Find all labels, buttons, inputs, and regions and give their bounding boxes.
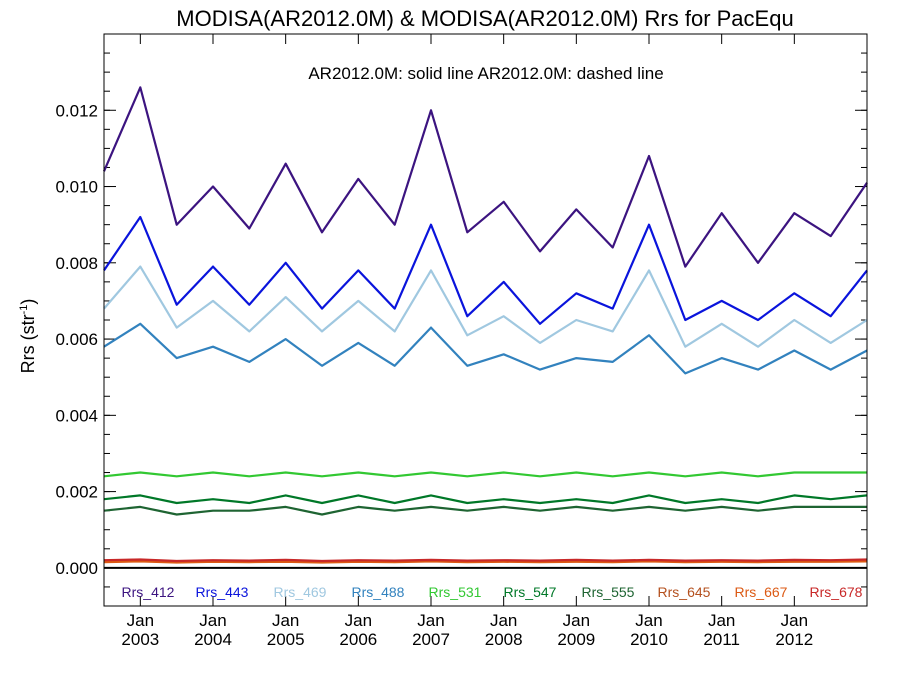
legend-entry: Rrs_555 bbox=[582, 584, 635, 600]
chart-title: MODISA(AR2012.0M) & MODISA(AR2012.0M) Rr… bbox=[176, 6, 793, 31]
legend-entry: Rrs_412 bbox=[122, 584, 175, 600]
x-tick-year: 2008 bbox=[485, 630, 523, 649]
x-tick-year: 2007 bbox=[412, 630, 450, 649]
series-line-rrs-678 bbox=[103, 558, 868, 563]
series-line-rrs-667 bbox=[103, 560, 868, 564]
series-line-rrs-547 bbox=[103, 494, 868, 505]
x-tick-month: Jan bbox=[127, 611, 154, 630]
x-tick-month: Jan bbox=[345, 611, 372, 630]
series-line-rrs-488 bbox=[103, 322, 868, 375]
x-tick-month: Jan bbox=[635, 611, 662, 630]
x-tick-year: 2010 bbox=[630, 630, 668, 649]
legend-entry: Rrs_667 bbox=[735, 584, 788, 600]
y-tick-label: 0.012 bbox=[55, 101, 98, 120]
x-tick-year: 2012 bbox=[775, 630, 813, 649]
x-tick-year: 2005 bbox=[267, 630, 305, 649]
x-tick-month: Jan bbox=[417, 611, 444, 630]
y-tick-labels: 0.000 0.002 0.004 0.006 0.008 0.010 0.012 bbox=[55, 101, 98, 578]
x-tick-labels: Jan2003Jan2004Jan2005Jan2006Jan2007Jan20… bbox=[121, 611, 813, 649]
y-tick-label: 0.002 bbox=[55, 483, 98, 502]
legend: Rrs_412 Rrs_443 Rrs_469 Rrs_488 Rrs_531 Rrs_5… bbox=[122, 584, 863, 600]
chart-subtitle: AR2012.0M: solid line AR2012.0M: dashed … bbox=[308, 64, 663, 83]
x-tick-month: Jan bbox=[490, 611, 517, 630]
series-line-rrs-531 bbox=[103, 471, 867, 478]
y-axis-label: Rrs (str-1) bbox=[18, 299, 38, 374]
x-tick-year: 2004 bbox=[194, 630, 232, 649]
x-tick-year: 2011 bbox=[703, 630, 740, 649]
x-tick-month: Jan bbox=[708, 611, 735, 630]
legend-entry: Rrs_488 bbox=[352, 584, 405, 600]
series-line-rrs-469 bbox=[103, 265, 868, 348]
plot-frame bbox=[103, 33, 868, 607]
legend-entry: Rrs_547 bbox=[504, 584, 557, 600]
y-tick-label: 0.010 bbox=[55, 178, 98, 197]
y-tick-label: 0.000 bbox=[55, 559, 98, 578]
series-lines bbox=[102, 86, 868, 564]
y-axis-label-close: ) bbox=[18, 299, 38, 305]
x-tick-year: 2003 bbox=[121, 630, 159, 649]
x-tick-year: 2009 bbox=[557, 630, 595, 649]
legend-entry: Rrs_469 bbox=[274, 584, 327, 600]
y-axis-label-sup: -1 bbox=[18, 305, 30, 315]
x-tick-month: Jan bbox=[781, 611, 808, 630]
y-tick-label: 0.008 bbox=[55, 254, 98, 273]
series-line-rrs-443 bbox=[103, 215, 868, 325]
x-tick-year: 2006 bbox=[339, 630, 377, 649]
x-tick-month: Jan bbox=[199, 611, 226, 630]
x-tick-month: Jan bbox=[272, 611, 299, 630]
legend-entry: Rrs_645 bbox=[658, 584, 711, 600]
y-axis-label-main: Rrs (str bbox=[18, 314, 38, 373]
legend-entry: Rrs_678 bbox=[810, 584, 863, 600]
y-tick-label: 0.004 bbox=[55, 406, 98, 425]
legend-entry: Rrs_531 bbox=[429, 584, 482, 600]
series-line-rrs-555 bbox=[103, 505, 867, 516]
x-tick-month: Jan bbox=[563, 611, 590, 630]
series-line-rrs-412 bbox=[102, 86, 868, 268]
legend-entry: Rrs_443 bbox=[196, 584, 249, 600]
y-tick-label: 0.006 bbox=[55, 330, 98, 349]
